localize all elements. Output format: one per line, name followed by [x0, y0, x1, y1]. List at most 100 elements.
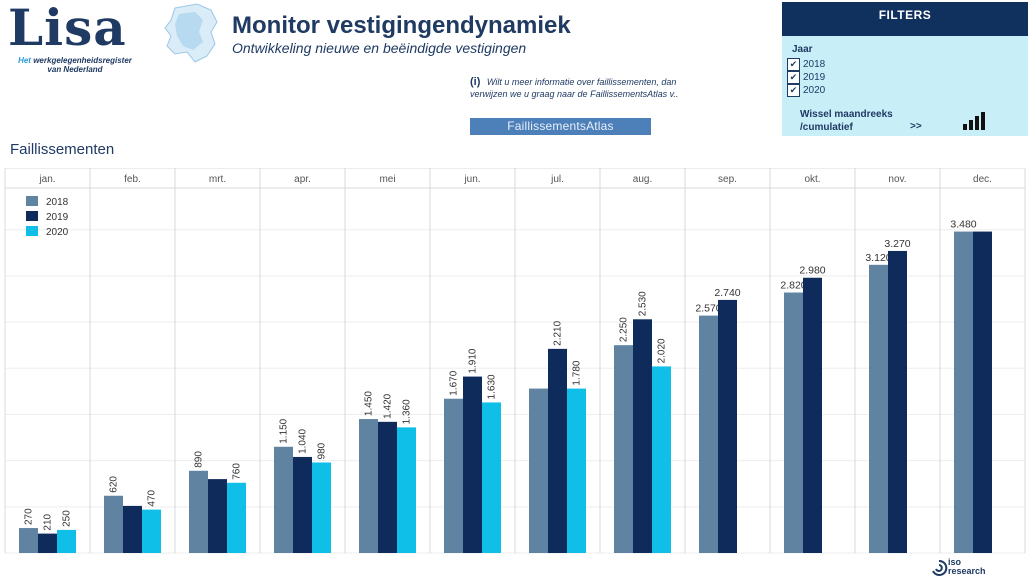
bar-2019: [633, 319, 652, 553]
data-label: 1.450: [364, 391, 375, 416]
data-label: 980: [317, 442, 328, 459]
wissel-arrows[interactable]: >>: [910, 121, 922, 132]
logo-tagline-lead: Het: [18, 56, 31, 65]
month-label: jan.: [38, 174, 55, 185]
bar-2018: [274, 446, 293, 553]
bar-2020: [652, 366, 671, 553]
data-label: 3.480: [950, 219, 976, 231]
data-label: 2.250: [619, 317, 630, 342]
data-label: 1.670: [449, 370, 460, 395]
bar-2018: [444, 398, 463, 553]
section-title: Faillissementen: [10, 141, 115, 158]
bar-2020: [567, 388, 586, 553]
bar-2018: [784, 292, 803, 553]
bar-2019: [123, 505, 142, 553]
month-label: mrt.: [209, 174, 226, 185]
year-checkbox-2018[interactable]: ✔ 2018: [787, 58, 825, 71]
bar-2018: [699, 315, 718, 553]
data-label: 2.020: [657, 338, 668, 363]
faillissementen-chart: jan. feb. mrt. apr. mei jun. jul. aug. sep. okt. n…: [4, 168, 1026, 554]
data-label: 250: [62, 510, 73, 527]
month-label: apr.: [294, 174, 311, 185]
legend-entry: 2020: [46, 227, 69, 238]
data-label: 3.120: [865, 252, 891, 264]
iso-logo-line1: iso: [948, 557, 962, 567]
checkbox-icon: ✔: [787, 71, 800, 84]
bar-2019: [803, 277, 822, 553]
bar-2019: [888, 250, 907, 553]
data-label: 760: [232, 463, 243, 480]
logo-wordmark: Lisa: [8, 0, 127, 57]
bar-2019: [378, 421, 397, 553]
info-text: Wilt u meer informatie over faillissemen…: [470, 77, 679, 99]
iso-logo-line2: research: [948, 566, 986, 576]
data-label: 2.210: [553, 320, 564, 345]
iso-research-icon: [932, 559, 948, 576]
bar-2018: [529, 388, 548, 553]
year-checkbox-2020[interactable]: ✔ 2020: [787, 84, 825, 97]
data-label: 1.040: [298, 428, 309, 453]
data-label: 210: [43, 513, 54, 530]
bar-2019: [38, 533, 57, 553]
legend-swatch-2018: [26, 196, 38, 206]
year-checkbox-2019[interactable]: ✔ 2019: [787, 71, 825, 84]
data-label: 1.910: [468, 348, 479, 373]
month-label: jul.: [550, 174, 564, 185]
bar-2018: [954, 231, 973, 553]
month-label: nov.: [888, 174, 906, 185]
bar-2018: [189, 470, 208, 553]
data-label: 270: [24, 508, 35, 525]
logo-tagline-rest: werkgelegenheidsregister van Nederland: [33, 56, 132, 74]
legend-swatch-2019: [26, 211, 38, 221]
wissel-line1: Wissel maandreeks: [800, 109, 893, 120]
logo-tagline: Het werkgelegenheidsregister van Nederla…: [16, 56, 134, 74]
bar-2020: [227, 482, 246, 553]
month-label: aug.: [633, 174, 652, 185]
data-label: 2.530: [638, 291, 649, 316]
bar-2020: [397, 427, 416, 553]
bar-2020: [482, 402, 501, 553]
data-label: 620: [109, 476, 120, 493]
bar-2020: [57, 529, 76, 553]
faillissementsatlas-button[interactable]: FaillissementsAtlas: [470, 118, 651, 135]
data-label: 3.270: [884, 238, 910, 250]
lisa-logo: Lisa Het werkgelegenheidsregister van Ne…: [8, 0, 208, 74]
legend-entry: 2018: [46, 197, 69, 208]
bar-2018: [869, 264, 888, 553]
year-label: 2019: [803, 72, 826, 83]
bar-2018: [359, 419, 378, 553]
checkbox-icon: ✔: [787, 84, 800, 97]
wissel-line2: /cumulatief: [800, 122, 853, 133]
month-label: okt.: [804, 174, 820, 185]
data-label: 2.740: [714, 287, 740, 299]
info-note: (i) Wilt u meer informatie over failliss…: [470, 76, 690, 100]
bar-2019: [293, 456, 312, 553]
data-label: 1.420: [383, 393, 394, 418]
data-label: 2.570: [695, 303, 721, 315]
month-label: feb.: [124, 174, 141, 185]
data-label: 1.780: [572, 360, 583, 385]
data-label: 1.150: [279, 418, 290, 443]
bar-2018: [614, 345, 633, 553]
bar-2019: [208, 479, 227, 553]
bar-2019: [463, 376, 482, 553]
data-label: 1.360: [402, 399, 413, 424]
month-label: mei: [379, 174, 395, 185]
jaar-label: Jaar: [792, 44, 813, 55]
checkbox-icon: ✔: [787, 58, 800, 71]
info-icon: (i): [470, 76, 481, 88]
year-label: 2018: [803, 59, 826, 70]
data-label: 2.980: [799, 265, 825, 277]
page-subtitle: Ontwikkeling nieuwe en beëindigde vestig…: [232, 40, 527, 56]
data-label: 890: [194, 451, 205, 468]
month-label: jun.: [463, 174, 480, 185]
wissel-toggle[interactable]: Wissel maandreeks /cumulatief: [800, 108, 893, 134]
data-label: 2.820: [780, 280, 806, 292]
year-label: 2020: [803, 85, 826, 96]
month-label: dec.: [973, 174, 992, 185]
data-label: 470: [147, 489, 158, 506]
legend-swatch-2020: [26, 226, 38, 236]
bar-chart-icon[interactable]: [962, 112, 986, 130]
bar-2019: [973, 231, 992, 553]
month-label: sep.: [718, 174, 737, 185]
